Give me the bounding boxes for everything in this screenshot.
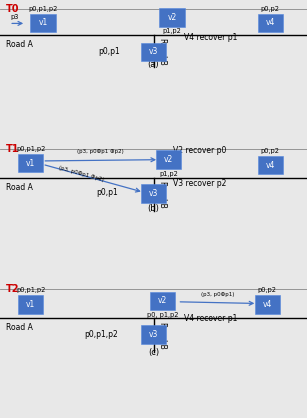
Text: (p3, p0⊕p1 ⊕p2): (p3, p0⊕p1 ⊕p2) — [77, 150, 124, 154]
Text: v1: v1 — [38, 18, 48, 28]
FancyBboxPatch shape — [150, 292, 175, 310]
Text: p0,p1,p2: p0,p1,p2 — [84, 330, 118, 339]
Text: v2: v2 — [164, 155, 173, 164]
FancyBboxPatch shape — [18, 295, 43, 314]
FancyBboxPatch shape — [30, 14, 56, 32]
Text: p0,p1,p2: p0,p1,p2 — [28, 6, 58, 12]
Text: (a): (a) — [148, 60, 159, 69]
FancyBboxPatch shape — [258, 156, 283, 174]
FancyBboxPatch shape — [141, 184, 166, 203]
Text: p0,p1: p0,p1 — [96, 188, 118, 197]
Text: v3: v3 — [149, 189, 158, 198]
Text: (p3, p0⊕p1 ⊕p2): (p3, p0⊕p1 ⊕p2) — [57, 166, 104, 183]
Text: (c): (c) — [148, 348, 159, 357]
Text: p0,p2: p0,p2 — [261, 148, 280, 154]
Text: v2: v2 — [167, 13, 177, 22]
Text: v3: v3 — [149, 330, 158, 339]
Text: V2 recover p0: V2 recover p0 — [173, 146, 227, 155]
Text: Road B: Road B — [158, 322, 167, 349]
Text: Road B: Road B — [158, 38, 167, 65]
Text: p1,p2: p1,p2 — [162, 28, 181, 34]
Text: T2: T2 — [6, 284, 20, 294]
Text: v4: v4 — [262, 300, 272, 309]
FancyBboxPatch shape — [258, 14, 283, 32]
Text: p0,p1,p2: p0,p1,p2 — [16, 287, 45, 293]
Text: p0,p2: p0,p2 — [261, 6, 280, 12]
Text: T1: T1 — [6, 144, 20, 154]
Text: (b): (b) — [148, 204, 159, 213]
Text: v2: v2 — [158, 296, 167, 306]
Text: p0,p2: p0,p2 — [258, 287, 277, 293]
Text: p3: p3 — [11, 14, 19, 20]
Text: Road A: Road A — [6, 323, 33, 332]
Text: p0,p1,p2: p0,p1,p2 — [16, 146, 45, 152]
Text: v1: v1 — [26, 158, 35, 168]
Text: Road B: Road B — [158, 181, 167, 208]
FancyBboxPatch shape — [141, 325, 166, 344]
FancyBboxPatch shape — [255, 295, 280, 314]
Text: V4 recover p1: V4 recover p1 — [184, 33, 238, 42]
FancyBboxPatch shape — [156, 150, 181, 169]
Text: v3: v3 — [149, 47, 158, 56]
Text: V4 recover p1: V4 recover p1 — [184, 314, 238, 324]
Text: v1: v1 — [26, 300, 35, 309]
FancyBboxPatch shape — [159, 8, 185, 27]
Text: p0, p1,p2: p0, p1,p2 — [147, 312, 178, 318]
Text: V3 recover p2: V3 recover p2 — [173, 179, 227, 189]
Text: Road A: Road A — [6, 183, 33, 192]
FancyBboxPatch shape — [141, 43, 166, 61]
Text: p0,p1: p0,p1 — [98, 47, 120, 56]
Text: Road A: Road A — [6, 40, 33, 49]
Text: p1,p2: p1,p2 — [159, 171, 178, 176]
Text: v4: v4 — [266, 18, 275, 28]
Text: (p3, p0⊕p1): (p3, p0⊕p1) — [201, 292, 234, 297]
Text: v4: v4 — [266, 161, 275, 170]
FancyBboxPatch shape — [18, 154, 43, 172]
Text: T0: T0 — [6, 4, 20, 14]
